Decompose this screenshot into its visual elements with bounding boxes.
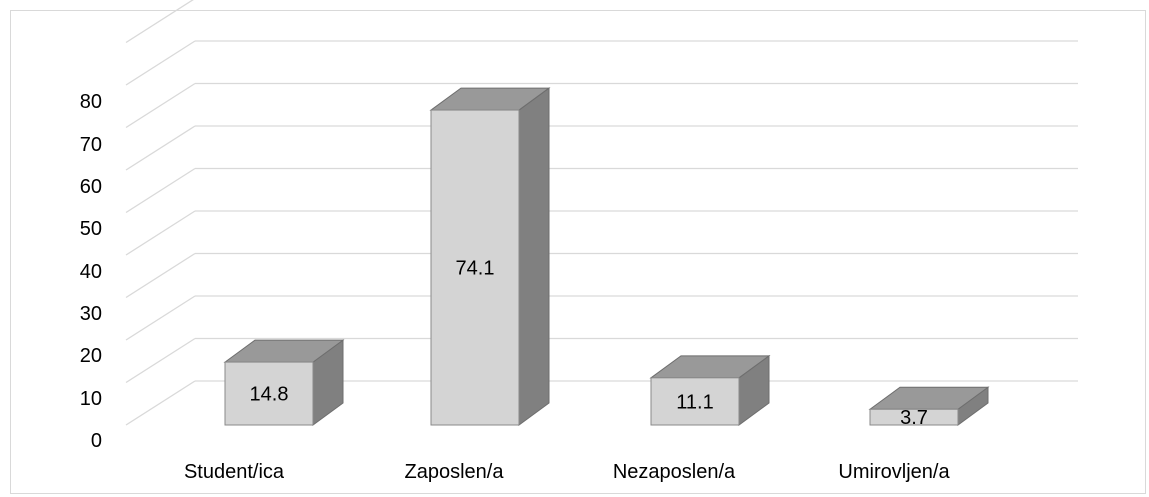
x-axis-categories: Student/ica Zaposlen/a Nezaposlen/a Umir… [184, 461, 950, 483]
bar-4 [868, 386, 990, 426]
gridline [125, 252, 196, 299]
category-label: Student/ica [184, 461, 285, 483]
gridline [125, 167, 196, 214]
gridline [125, 82, 196, 129]
gridline [125, 210, 196, 256]
gridlines [125, 0, 1078, 426]
y-axis-ticks: 0 10 20 30 40 50 60 70 80 [80, 91, 102, 452]
bar-front [430, 109, 520, 426]
y-tick-label: 60 [80, 176, 102, 198]
bar-2 [429, 87, 551, 426]
gridline [125, 125, 196, 171]
y-tick-label: 30 [80, 303, 102, 325]
y-tick-label: 10 [80, 388, 102, 410]
gridline [125, 295, 196, 341]
gridline [125, 337, 196, 384]
y-tick-label: 40 [80, 261, 102, 283]
y-tick-label: 50 [80, 218, 102, 240]
y-tick-label: 20 [80, 345, 102, 367]
bar-3 [649, 354, 771, 426]
bar-front [650, 377, 740, 426]
y-tick-label: 0 [91, 430, 102, 452]
data-label: 14.8 [250, 384, 289, 406]
data-label: 3.7 [900, 407, 928, 429]
bar-side [518, 87, 550, 426]
bar-1 [223, 339, 345, 426]
bars [223, 87, 990, 426]
gridline [125, 40, 196, 86]
y-tick-label: 70 [80, 134, 102, 156]
data-label: 11.1 [676, 391, 713, 413]
bar-front [224, 361, 314, 426]
gridline [125, 380, 196, 426]
y-tick-label: 80 [80, 91, 102, 113]
bar-front [869, 408, 959, 426]
category-label: Nezaposlen/a [613, 461, 736, 483]
gridline [125, 0, 194, 44]
data-label: 74.1 [456, 258, 495, 280]
category-label: Umirovljen/a [838, 461, 950, 483]
data-labels: 14.8 74.1 11.1 3.7 [250, 258, 928, 429]
category-label: Zaposlen/a [405, 461, 505, 483]
